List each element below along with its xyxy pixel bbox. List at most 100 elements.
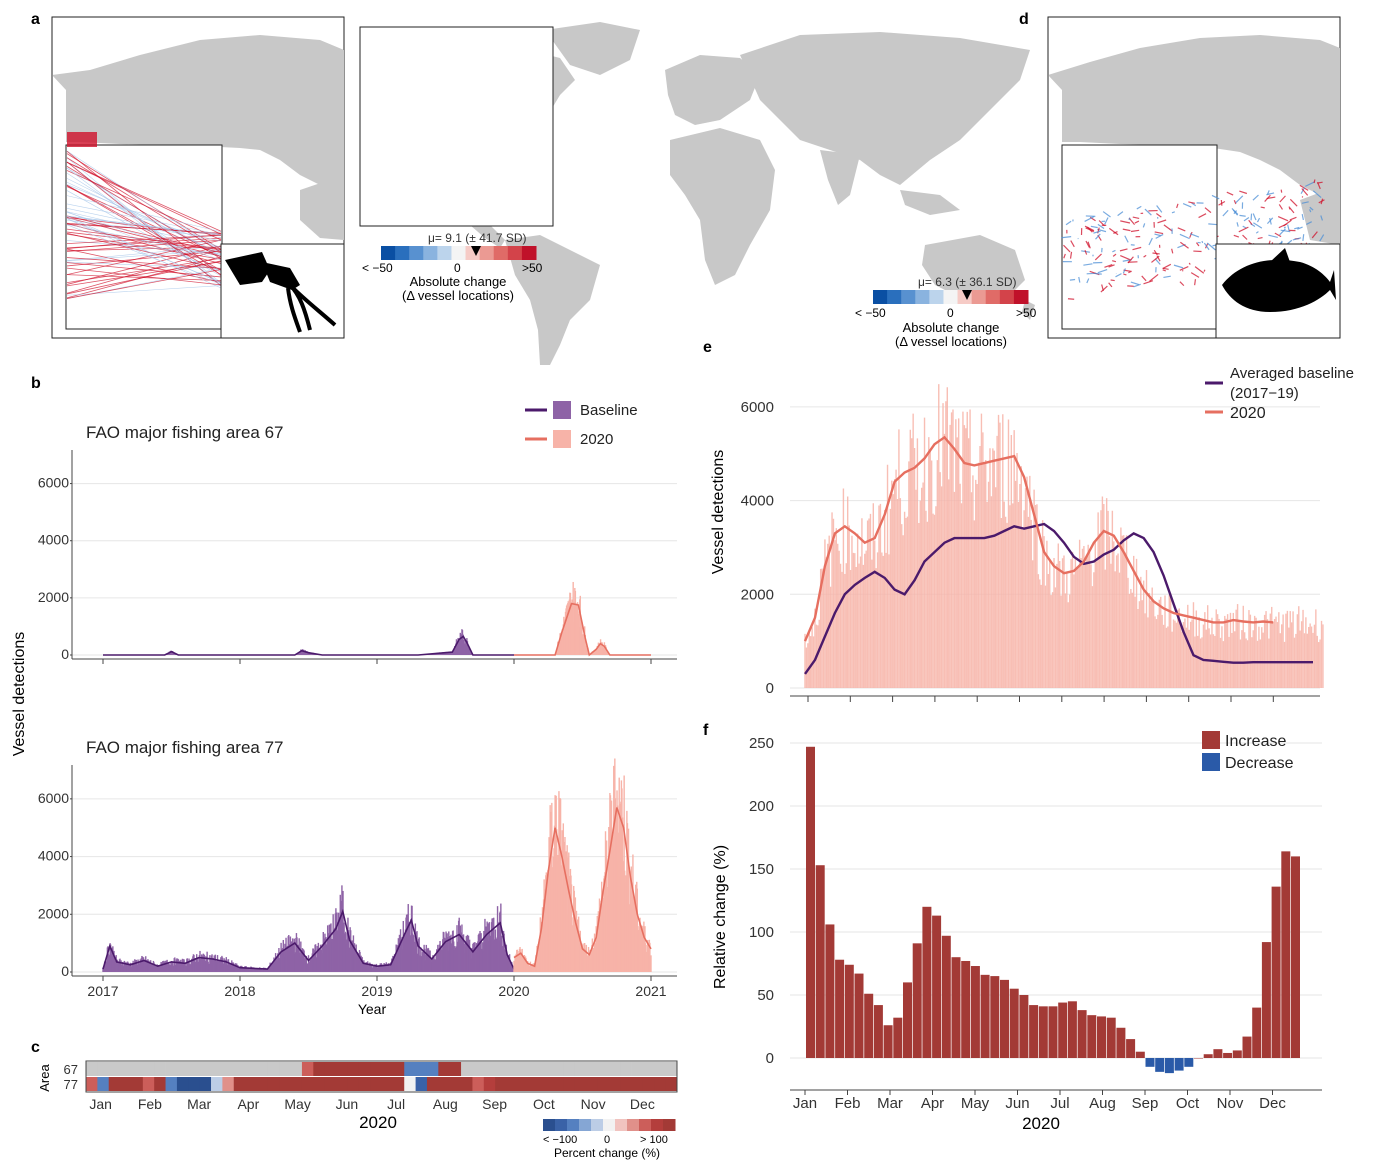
scale-c-title: Percent change (%) xyxy=(554,1146,660,1160)
heat-cell xyxy=(529,1062,542,1076)
x-tick-label: 2019 xyxy=(361,983,392,999)
vessel-track xyxy=(1238,226,1249,233)
vessel-track xyxy=(66,162,222,235)
bar xyxy=(1252,1007,1262,1058)
heat-cell xyxy=(483,1062,496,1076)
vessel-track xyxy=(1288,207,1291,210)
heat-cell xyxy=(86,1077,98,1091)
x-tick-label: Oct xyxy=(533,1096,555,1112)
map-panel-a xyxy=(51,16,345,339)
vessel-track xyxy=(66,166,222,260)
vessel-track xyxy=(66,257,222,284)
bar xyxy=(932,915,942,1058)
y-tick-label: 4000 xyxy=(741,493,774,510)
y-tick-label: 2000 xyxy=(38,589,69,605)
x-tick-label: Aug xyxy=(433,1096,458,1112)
x-tick-label: 2018 xyxy=(224,983,255,999)
scale-a-mu: μ= 9.1 (± 41.7 SD) xyxy=(428,231,527,245)
heat-cell xyxy=(324,1077,337,1091)
vessel-track xyxy=(66,246,222,252)
panel-letter-d: d xyxy=(1019,11,1029,28)
heat-cell xyxy=(461,1062,473,1076)
vessel-track xyxy=(1104,263,1113,268)
vessel-track xyxy=(1312,190,1322,199)
vessel-track xyxy=(1313,179,1316,184)
bar xyxy=(912,943,922,1058)
vessel-track xyxy=(66,228,222,250)
heat-cell xyxy=(404,1062,416,1076)
scale-swatch xyxy=(663,1119,676,1131)
vessel-track xyxy=(66,211,222,248)
x-tick-label: Apr xyxy=(237,1096,259,1112)
bar xyxy=(883,1025,893,1058)
legend-swatch xyxy=(553,430,571,448)
vessel-track xyxy=(1319,234,1325,242)
heat-cell xyxy=(279,1077,291,1091)
bar xyxy=(1281,851,1291,1058)
vessel-track xyxy=(1130,229,1140,233)
y-tick-label: 4000 xyxy=(38,532,69,548)
series-line xyxy=(804,522,1313,675)
scale-c-min: < −100 xyxy=(543,1134,577,1146)
panel-letter-e: e xyxy=(703,339,712,356)
bar xyxy=(1029,1005,1039,1058)
bar xyxy=(854,973,864,1058)
scale-swatch xyxy=(639,1119,652,1131)
x-tick-label: Sep xyxy=(482,1096,507,1112)
y-tick-label: 250 xyxy=(749,735,774,752)
heat-cell xyxy=(620,1062,632,1076)
series-line xyxy=(513,807,652,968)
vessel-track xyxy=(1280,229,1291,233)
vessel-track xyxy=(1149,273,1159,282)
bar xyxy=(893,1017,903,1058)
bar xyxy=(1038,1006,1048,1058)
vessel-track xyxy=(1085,240,1090,248)
vessel-track xyxy=(1208,223,1217,226)
vessel-track xyxy=(1252,194,1259,201)
vessel-track xyxy=(1248,219,1253,225)
bar xyxy=(1009,988,1019,1058)
vessel-track xyxy=(1128,217,1136,226)
bar xyxy=(1097,1016,1106,1058)
heat-cell xyxy=(517,1077,530,1091)
heat-cell xyxy=(97,1077,110,1091)
vessel-track xyxy=(1292,237,1302,241)
heat-cell xyxy=(608,1077,621,1091)
heat-cell xyxy=(495,1077,507,1091)
scale-swatch xyxy=(985,290,1001,304)
vessel-track xyxy=(1115,273,1122,278)
vessel-track xyxy=(1191,202,1197,207)
map-panel-d xyxy=(1047,16,1341,339)
vessel-track xyxy=(66,218,222,289)
bar xyxy=(835,959,845,1058)
y-tick-label: 0 xyxy=(61,646,69,662)
x-tick-label: 2020 xyxy=(498,983,529,999)
vessel-track xyxy=(1069,278,1076,281)
vessel-track xyxy=(1182,203,1192,208)
scale-swatch xyxy=(555,1119,568,1131)
vessel-track xyxy=(66,260,222,295)
bar xyxy=(1194,1058,1203,1059)
vessel-track xyxy=(1104,217,1109,225)
bar xyxy=(1067,1001,1077,1058)
scale-swatch xyxy=(873,290,888,304)
vessel-track xyxy=(1163,275,1171,279)
x-tick-label: Dec xyxy=(1259,1095,1286,1112)
vessel-track xyxy=(1130,281,1140,286)
vessel-track xyxy=(1133,283,1141,288)
bar xyxy=(1019,995,1029,1058)
heat-cell xyxy=(392,1062,405,1076)
scale-swatch xyxy=(437,246,452,260)
heat-cell xyxy=(199,1077,212,1091)
vessel-track xyxy=(1094,253,1102,261)
heat-cell xyxy=(358,1062,371,1076)
vessel-track xyxy=(1266,192,1275,196)
vessel-track xyxy=(1083,263,1093,266)
heat-cell xyxy=(120,1062,132,1076)
heat-cell xyxy=(233,1062,246,1076)
heat-cell xyxy=(654,1062,667,1076)
heat-cell xyxy=(142,1077,155,1091)
vessel-track xyxy=(1301,201,1309,204)
vessel-track xyxy=(1108,227,1119,236)
heat-cell xyxy=(449,1077,462,1091)
